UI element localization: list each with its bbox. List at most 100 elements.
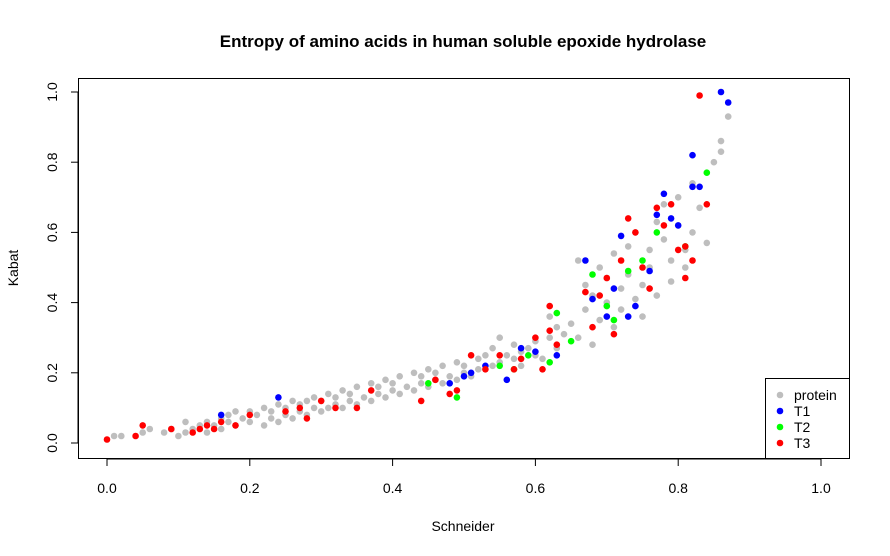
data-point-protein — [139, 429, 146, 436]
data-point-t3 — [689, 257, 696, 264]
data-point-protein — [267, 415, 275, 422]
data-point-protein — [260, 422, 268, 429]
data-point-protein — [160, 429, 168, 436]
series-t2 — [425, 169, 711, 401]
data-point-t1 — [517, 344, 525, 352]
series-t1 — [217, 88, 732, 419]
data-point-protein — [667, 278, 675, 285]
plot-area-frame — [78, 78, 850, 459]
data-point-protein — [717, 148, 725, 155]
data-point-t1 — [217, 411, 225, 419]
data-point-protein — [446, 373, 454, 380]
data-point-protein — [660, 236, 668, 243]
data-point-t1 — [553, 352, 561, 359]
data-point-protein — [496, 334, 504, 342]
data-point-t1 — [467, 369, 475, 377]
series-t3 — [103, 92, 711, 443]
x-tick-label: 0.0 — [97, 480, 117, 496]
data-point-t3 — [453, 387, 461, 394]
data-point-protein — [346, 390, 354, 398]
data-point-protein — [346, 397, 354, 405]
data-point-protein — [182, 429, 189, 436]
data-point-protein — [653, 292, 661, 299]
data-point-protein — [439, 380, 446, 387]
data-point-t3 — [639, 264, 646, 271]
data-point-protein — [460, 362, 468, 370]
data-point-protein — [489, 344, 496, 352]
data-point-t3 — [610, 330, 618, 338]
data-point-t2 — [589, 271, 596, 278]
data-point-protein — [225, 411, 232, 419]
data-point-t1 — [717, 88, 725, 96]
data-point-t3 — [603, 274, 611, 282]
y-axis: 0.0 0.2 0.4 0.6 0.8 1.0 — [44, 82, 79, 453]
data-point-protein — [660, 201, 668, 208]
data-point-protein — [289, 397, 296, 405]
data-point-protein — [339, 404, 346, 412]
data-point-protein — [317, 408, 325, 415]
data-point-protein — [432, 369, 439, 377]
data-point-t3 — [246, 411, 254, 419]
data-point-t3 — [446, 390, 454, 398]
y-tick-label: 0.2 — [44, 363, 60, 383]
data-point-t3 — [589, 323, 596, 331]
data-point-t3 — [332, 404, 339, 412]
y-axis-label: Kabat — [5, 250, 21, 287]
data-point-t2 — [546, 359, 553, 366]
data-point-t1 — [667, 215, 675, 222]
x-tick-label: 0.4 — [383, 480, 403, 496]
data-point-protein — [217, 425, 225, 433]
data-point-t3 — [624, 215, 632, 222]
data-point-protein — [517, 362, 525, 370]
data-point-t3 — [232, 422, 239, 429]
y-tick-label: 0.4 — [44, 293, 60, 313]
data-point-protein — [175, 432, 182, 440]
data-point-protein — [325, 404, 332, 412]
data-point-protein — [439, 362, 446, 370]
data-point-protein — [325, 390, 332, 398]
data-point-t3 — [432, 376, 439, 384]
data-point-t3 — [303, 415, 311, 422]
data-point-protein — [639, 281, 646, 289]
legend-item-protein: protein — [776, 387, 837, 403]
data-point-protein — [389, 387, 396, 394]
data-point-protein — [303, 397, 311, 405]
legend-label: T2 — [794, 419, 811, 435]
data-point-t3 — [546, 302, 553, 310]
data-point-t1 — [460, 373, 468, 380]
data-point-t3 — [703, 201, 711, 208]
data-point-protein — [703, 239, 711, 247]
data-point-t3 — [168, 425, 175, 433]
data-point-t3 — [653, 204, 661, 212]
data-point-protein — [617, 306, 625, 313]
data-point-t3 — [482, 366, 489, 373]
x-tick-label: 0.8 — [668, 480, 688, 496]
data-point-protein — [267, 408, 275, 415]
data-point-protein — [403, 383, 411, 391]
data-point-protein — [682, 264, 689, 271]
data-point-t2 — [453, 394, 461, 401]
x-tick-label: 1.0 — [811, 480, 831, 496]
data-point-t1 — [503, 376, 511, 384]
data-point-protein — [353, 383, 361, 391]
data-point-protein — [453, 359, 461, 366]
data-point-t3 — [132, 432, 139, 440]
data-point-protein — [475, 366, 482, 373]
data-point-t3 — [674, 246, 682, 254]
data-point-protein — [525, 344, 532, 352]
data-point-protein — [110, 432, 118, 440]
data-point-protein — [360, 394, 368, 401]
data-point-protein — [203, 429, 211, 436]
data-point-t3 — [139, 422, 146, 429]
legend-label: T1 — [794, 403, 811, 419]
data-point-protein — [232, 408, 239, 415]
data-point-protein — [410, 387, 418, 394]
data-point-t1 — [689, 183, 696, 191]
legend-marker — [776, 407, 784, 415]
data-point-t3 — [517, 355, 525, 363]
data-point-protein — [396, 373, 404, 380]
data-point-t1 — [603, 313, 611, 320]
data-point-t2 — [553, 309, 561, 317]
data-point-protein — [596, 316, 603, 324]
